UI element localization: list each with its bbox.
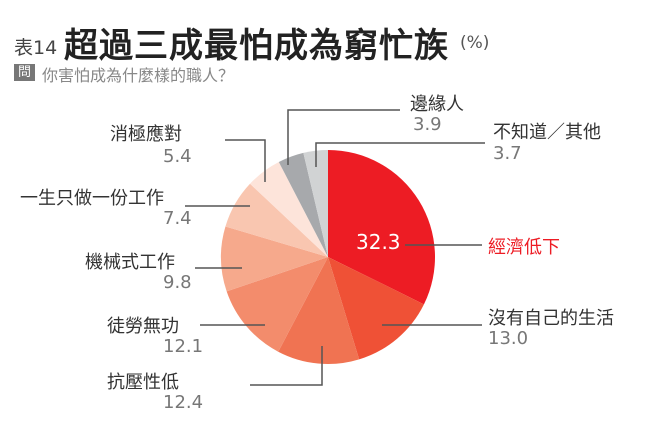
- chart-title: 超過三成最怕成為窮忙族: [64, 26, 449, 66]
- pie-slice: [226, 257, 328, 352]
- pie-slice: [278, 152, 328, 257]
- unit-label: (%): [460, 33, 490, 53]
- slice-value: 13.0: [488, 328, 529, 349]
- slice-label: 機械式工作: [85, 252, 175, 273]
- slice-label: 邊緣人: [410, 94, 464, 115]
- question-text: 你害怕成為什麼樣的職人？: [42, 66, 235, 85]
- pie-slice: [328, 257, 424, 360]
- slice-label: 徒勞無功: [107, 316, 179, 337]
- slice-value: 5.4: [163, 146, 192, 167]
- slice-label: 消極應對: [110, 124, 182, 145]
- slice-value: 3.9: [413, 114, 442, 135]
- slice-value: 7.4: [163, 208, 192, 229]
- pie-slice: [225, 183, 328, 257]
- pie-slice: [221, 226, 328, 292]
- slice-value: 12.1: [163, 336, 204, 357]
- pie-slice: [303, 150, 328, 257]
- leader-line: [225, 139, 266, 182]
- slice-label: 抗壓性低: [107, 372, 179, 393]
- table-number: 表14: [14, 37, 58, 59]
- slice-value: 9.8: [163, 272, 192, 293]
- slice-label: 不知道／其他: [493, 122, 601, 143]
- pie-slice: [328, 150, 435, 305]
- pie-slice: [250, 161, 328, 257]
- slice-label: 經濟低下: [488, 237, 560, 258]
- question-badge: 問: [14, 64, 35, 81]
- slice-value: 3.7: [493, 143, 522, 164]
- slice-label: 沒有自己的生活: [488, 308, 614, 329]
- leader-line: [287, 109, 400, 165]
- leader-lines: [185, 109, 485, 386]
- leader-line: [315, 142, 485, 167]
- leader-line: [250, 346, 323, 386]
- pie-slice: [278, 257, 360, 364]
- data-label-value: 32.3: [356, 230, 401, 254]
- slice-label: 一生只做一份工作: [20, 188, 164, 209]
- slice-value: 12.4: [163, 392, 204, 413]
